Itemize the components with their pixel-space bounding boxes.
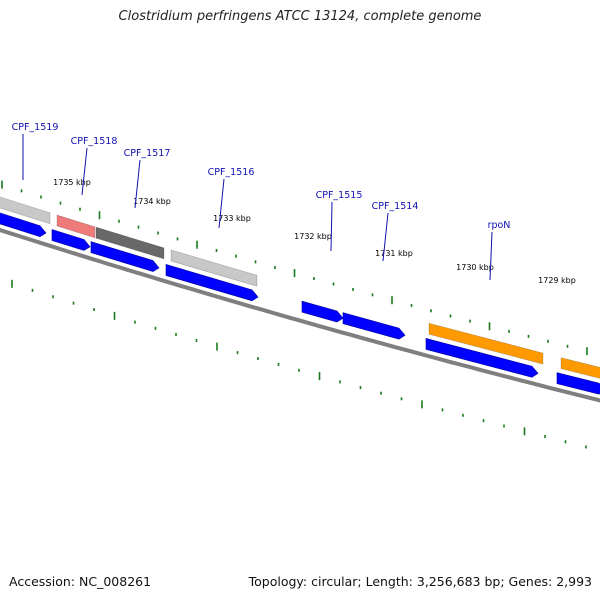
kbp-label: 1733 kbp: [213, 214, 251, 223]
cds-arrow: [342, 312, 406, 340]
cds-arrow: [0, 212, 47, 238]
gene-leader-line: [81, 147, 88, 196]
kbp-label: 1734 kbp: [133, 197, 171, 206]
outer-tick-track: [1, 180, 588, 356]
cds-arrow: [90, 241, 160, 272]
inner-tick-track: [11, 279, 587, 449]
accession-text: Accession: NC_008261: [9, 574, 152, 589]
genome-summary-text: Topology: circular; Length: 3,256,683 bp…: [248, 574, 592, 589]
kbp-label: 1730 kbp: [456, 263, 494, 272]
gene-label: CPF_1519: [12, 122, 59, 133]
genome-backbone: [0, 227, 600, 403]
gene-leader-line: [218, 178, 225, 229]
kbp-label: 1731 kbp: [375, 249, 413, 258]
cog-feature: [0, 196, 51, 225]
cds-arrow: [165, 264, 259, 302]
gene-label: CPF_1514: [372, 201, 419, 212]
cds-feature-track: [0, 212, 600, 395]
map-title: Clostridium perfringens ATCC 13124, comp…: [118, 9, 482, 24]
cog-feature: [560, 357, 600, 379]
gene-label: rpoN: [488, 220, 511, 231]
gene-label: CPF_1515: [316, 190, 363, 201]
kbp-label: 1732 kbp: [294, 232, 332, 241]
cds-arrow: [301, 300, 344, 323]
kbp-label-track: 1735 kbp 1734 kbp 1733 kbp 1732 kbp 1731 kbp…: [53, 178, 576, 285]
cog-feature: [170, 249, 258, 287]
gene-label: CPF_1516: [208, 167, 255, 178]
cds-arrow: [425, 338, 539, 378]
gene-label: CPF_1518: [71, 136, 118, 147]
cog-feature: [95, 226, 165, 260]
gene-leader-line: [330, 201, 333, 252]
gene-label: CPF_1517: [124, 148, 171, 159]
gene-leader-line: [489, 231, 493, 281]
gene-leader-line: [382, 212, 389, 262]
cog-feature-track: [0, 196, 600, 379]
kbp-label: 1735 kbp: [53, 178, 91, 187]
gene-leader-line: [134, 159, 141, 209]
cds-arrow: [51, 229, 91, 251]
kbp-label: 1729 kbp: [538, 276, 576, 285]
cog-feature: [428, 322, 544, 365]
cds-arrow: [556, 372, 600, 395]
gene-label-track: CPF_1519 CPF_1518 CPF_1517 CPF_1516 CPF_1515…: [12, 122, 511, 281]
cog-feature: [56, 214, 96, 239]
